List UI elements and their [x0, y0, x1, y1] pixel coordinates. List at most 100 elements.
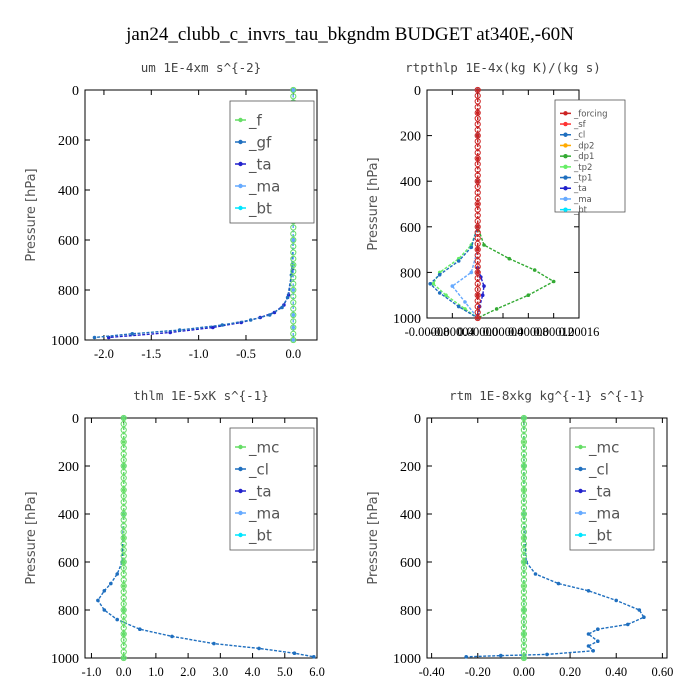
- zero-line-marker: [520, 624, 528, 632]
- zero-line-marker: [120, 534, 127, 542]
- legend-box: [229, 100, 315, 224]
- legend-label: _forcing: [573, 109, 608, 119]
- data-point: [168, 330, 172, 335]
- zero-line-marker: [474, 223, 481, 230]
- legend-marker: [563, 153, 568, 159]
- zero-line-marker: [120, 642, 127, 650]
- zero-line-marker: [520, 420, 528, 428]
- zero-line-marker: [474, 240, 481, 247]
- zero-line-marker: [520, 522, 528, 530]
- x-tick-label: 0.00: [513, 665, 535, 679]
- zero-line-marker: [474, 172, 481, 179]
- legend-label: _bt: [588, 526, 612, 545]
- data-point: [522, 656, 526, 660]
- zero-line-marker: [520, 618, 528, 626]
- data-point: [475, 111, 480, 115]
- data-point: [533, 572, 538, 576]
- legend-marker: [238, 532, 243, 538]
- data-point: [437, 291, 442, 295]
- data-point: [121, 584, 126, 588]
- zero-line-marker: [474, 183, 481, 190]
- legend-marker: [238, 488, 243, 494]
- zero-line-marker: [120, 414, 127, 422]
- legend-label: _cl: [248, 460, 269, 479]
- data-point: [522, 488, 526, 492]
- data-point: [102, 589, 107, 593]
- legend-marker: [238, 161, 243, 167]
- data-point: [177, 328, 182, 332]
- data-point: [212, 641, 216, 646]
- y-tick-label: 800: [58, 604, 79, 619]
- data-point: [121, 536, 126, 540]
- data-point: [291, 325, 296, 330]
- series-line-tp1: [429, 90, 479, 319]
- zero-line-marker: [120, 492, 127, 500]
- data-point: [267, 313, 272, 317]
- zero-line-marker: [474, 143, 481, 151]
- zero-line-marker: [474, 218, 481, 225]
- data-point: [463, 300, 467, 304]
- panel-2: rtpthlp 1E-4x(kg K)/(kg s) Pressure [hPa]…: [366, 60, 626, 339]
- panel-title: rtm 1E-8xkg kg^{-1} s^{-1}: [449, 388, 645, 403]
- axes-frame: [426, 417, 668, 659]
- zero-line-marker: [520, 516, 528, 524]
- data-point: [482, 243, 486, 247]
- zero-line-marker: [474, 269, 481, 276]
- legend-marker: [238, 510, 243, 516]
- legend-label: _sf: [573, 120, 587, 130]
- data-point: [130, 332, 135, 336]
- y-tick-label: 200: [58, 134, 79, 149]
- y-tick-label: 400: [58, 508, 79, 523]
- panel-3: thlm 1E-5xK s^{-1} Pressure [hPa] 0 200 400 6…: [24, 388, 325, 679]
- zero-line-marker: [120, 648, 127, 656]
- data-point: [469, 270, 474, 275]
- panel-4: rtm 1E-8xkg kg^{-1} s^{-1} Pressure [hPa]…: [366, 388, 673, 679]
- zero-line-marker: [520, 504, 528, 512]
- data-point: [444, 293, 448, 298]
- data-point: [121, 632, 126, 636]
- legend-label: _cl: [588, 460, 609, 479]
- zero-line-marker: [520, 648, 528, 656]
- legend-label: _ma: [588, 504, 620, 523]
- x-tick-label: 0.60: [651, 665, 673, 679]
- data-point: [522, 464, 526, 468]
- axes-frame: [84, 89, 318, 341]
- legend-marker: [563, 111, 568, 116]
- zero-line-marker: [474, 149, 481, 156]
- data-point: [292, 651, 297, 655]
- y-tick-label: 600: [58, 556, 79, 571]
- zero-line-marker: [474, 206, 481, 213]
- x-tick-label: -0.20: [465, 665, 491, 679]
- data-point: [115, 617, 119, 622]
- zero-line-marker: [520, 480, 528, 488]
- data-point: [522, 440, 526, 444]
- data-point: [586, 644, 591, 648]
- data-point: [291, 313, 296, 317]
- data-point: [522, 560, 526, 564]
- data-point: [115, 572, 119, 576]
- zero-line-marker: [120, 636, 127, 644]
- axes-frame: [84, 417, 318, 659]
- zero-line-marker: [474, 309, 481, 316]
- y-tick-label: 1000: [393, 312, 421, 327]
- data-point: [464, 655, 469, 659]
- y-tick-label: 800: [58, 284, 79, 299]
- zero-line-marker: [520, 636, 528, 644]
- data-point: [494, 307, 499, 311]
- legend-marker: [238, 205, 243, 211]
- zero-line-marker: [290, 249, 297, 256]
- zero-line-marker: [120, 606, 127, 614]
- zero-line-marker: [520, 594, 528, 602]
- y-tick-label: 800: [400, 266, 421, 281]
- data-point: [285, 295, 290, 300]
- zero-line-marker: [520, 510, 528, 518]
- legend-marker: [238, 466, 243, 472]
- zero-line-marker: [120, 504, 127, 512]
- x-tick-label: -1.0: [82, 665, 102, 679]
- data-point: [475, 225, 480, 229]
- zero-line-marker: [474, 200, 481, 208]
- y-tick-label: 600: [58, 234, 79, 249]
- zero-line-marker: [474, 104, 481, 111]
- zero-line-marker: [120, 468, 127, 476]
- y-tick-label: 1000: [51, 334, 79, 349]
